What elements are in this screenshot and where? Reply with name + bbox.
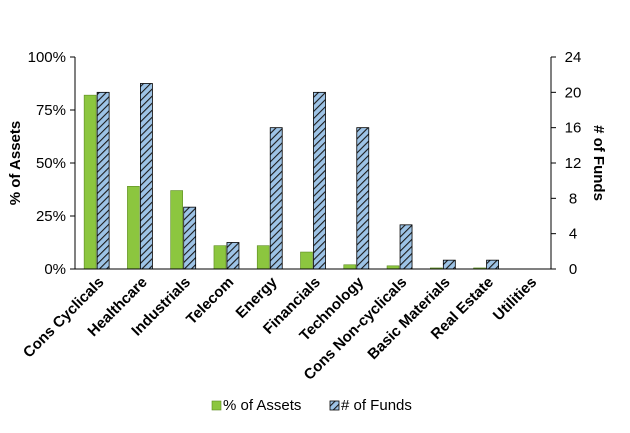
y-left-tick-label-4: 100% (28, 49, 66, 66)
y-left-tick-label-2: 50% (36, 155, 66, 172)
x-tick-label-3: Telecom (183, 274, 237, 328)
y-right-tick-label-3: 12 (565, 155, 582, 172)
bar-funds-8 (442, 259, 456, 270)
x-tick-label-10: Utilities (490, 274, 540, 324)
bar-funds-9 (486, 259, 499, 270)
y-axis-left-title: % of Assets (7, 121, 24, 205)
legend-swatch-funds (329, 400, 340, 411)
bar-funds-3 (226, 242, 240, 270)
y-right-tick-label-4: 16 (565, 120, 582, 137)
y-right-tick-label-0: 0 (569, 261, 577, 278)
bar-funds-0 (96, 91, 110, 270)
y-right-tick-label-1: 4 (569, 226, 577, 243)
bar-assets-2 (170, 190, 183, 270)
y-axis-right-title: # of Funds (590, 125, 607, 201)
y-left-tick-label-1: 25% (36, 208, 66, 225)
legend-label-assets: % of Assets (223, 397, 301, 414)
bar-assets-3 (213, 245, 227, 270)
bar-assets-4 (256, 245, 270, 270)
plot-area (83, 83, 499, 270)
y-right-tick-label-6: 24 (565, 49, 582, 66)
bar-funds-4 (269, 127, 283, 270)
y-right-tick-label-5: 20 (565, 84, 582, 101)
bar-funds-1 (140, 83, 153, 270)
bar-funds-5 (313, 91, 326, 270)
bar-funds-6 (356, 127, 370, 270)
bar-assets-1 (127, 186, 140, 270)
y-right-tick-label-2: 8 (569, 190, 577, 207)
bar-assets-6 (343, 264, 357, 270)
bar-assets-0 (83, 94, 97, 270)
legend-label-funds: # of Funds (341, 397, 412, 414)
bar-funds-2 (183, 206, 197, 270)
legend-swatch-assets (211, 400, 222, 411)
y-left-tick-label-0: 0% (44, 261, 66, 278)
y-left-tick-label-3: 75% (36, 102, 66, 119)
bar-funds-7 (399, 224, 413, 270)
bar-assets-5 (300, 251, 313, 270)
legend: % of Assets # of Funds (211, 397, 412, 414)
